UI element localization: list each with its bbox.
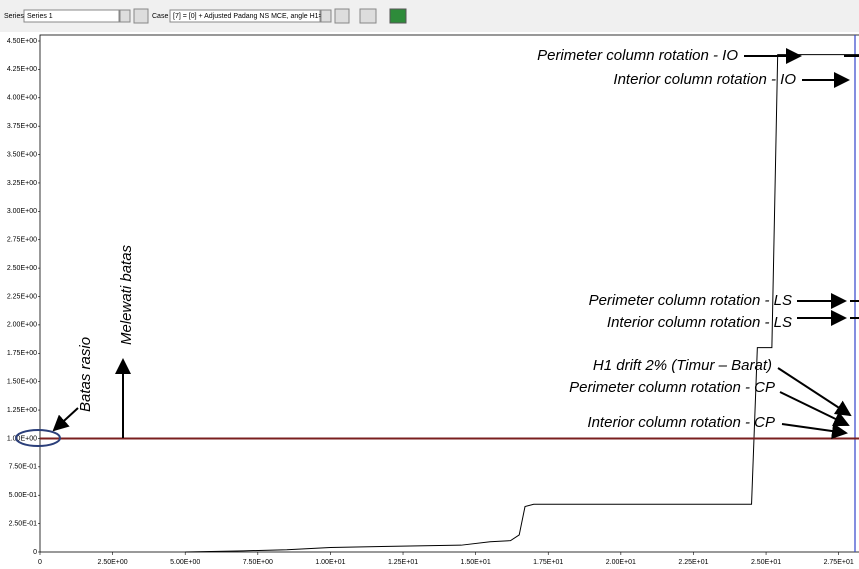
y-tick-label: 7.50E-01 xyxy=(9,464,38,471)
annotation: Interior column rotation - CP xyxy=(587,414,775,431)
case-value: [7] = [0] + Adjusted Padang NS MCE, angl… xyxy=(173,13,327,20)
y-tick-label: 2.00E+00 xyxy=(7,322,37,329)
series-dropdown[interactable] xyxy=(119,9,131,23)
y-tick-label: 4.50E+00 xyxy=(7,38,37,45)
y-tick-label: 1.50E+00 xyxy=(7,379,37,386)
arrow xyxy=(777,367,852,417)
toolbar: Series Series 1 Case [7] = [0] + Adjuste… xyxy=(4,8,407,24)
refresh-button[interactable] xyxy=(133,8,149,24)
y-tick-label: 0 xyxy=(33,549,37,556)
y-tick-label: 1.00E+00 xyxy=(7,435,37,442)
y-tick-label: 3.75E+00 xyxy=(7,123,37,130)
data-line xyxy=(185,54,859,553)
x-tick-label: 5.00E+00 xyxy=(170,559,200,566)
annotation: H1 drift 2% (Timur – Barat) xyxy=(593,357,772,374)
x-tick-label: 1.25E+01 xyxy=(388,559,418,566)
annotation: Perimeter column rotation - CP xyxy=(569,379,775,396)
series-label: Series xyxy=(4,13,24,20)
x-tick-label: 0 xyxy=(38,559,42,566)
y-tick-label: 1.75E+00 xyxy=(7,350,37,357)
annotation: Perimeter column rotation - IO xyxy=(537,47,738,64)
refresh-button[interactable] xyxy=(334,8,350,24)
case-dropdown[interactable] xyxy=(320,9,332,23)
chart-area xyxy=(0,32,859,569)
case-label: Case xyxy=(152,13,168,20)
annotation: Melewati batas xyxy=(118,244,135,345)
x-tick-label: 2.75E+01 xyxy=(824,559,854,566)
series-value: Series 1 xyxy=(27,13,53,20)
annotation: Interior column rotation - LS xyxy=(607,314,792,331)
annotation: Interior column rotation - IO xyxy=(613,71,796,88)
y-tick-label: 2.25E+00 xyxy=(7,293,37,300)
x-tick-label: 1.75E+01 xyxy=(533,559,563,566)
y-tick-label: 1.25E+00 xyxy=(7,407,37,414)
x-tick-label: 2.25E+01 xyxy=(678,559,708,566)
y-tick-label: 4.25E+00 xyxy=(7,66,37,73)
y-tick-label: 3.00E+00 xyxy=(7,208,37,215)
y-tick-label: 4.00E+00 xyxy=(7,95,37,102)
y-tick-label: 2.50E+00 xyxy=(7,265,37,272)
y-tick-label: 3.25E+00 xyxy=(7,180,37,187)
arrow xyxy=(52,407,79,432)
x-tick-label: 1.50E+01 xyxy=(461,559,491,566)
x-tick-label: 2.00E+01 xyxy=(606,559,636,566)
y-tick-label: 2.75E+00 xyxy=(7,237,37,244)
annotation: Batas rasio xyxy=(77,337,94,412)
arrow xyxy=(779,391,850,427)
chart: 0 2.50E-01 5.00E-01 7.50E-01 1.00E+00 1.25E+0… xyxy=(7,38,859,566)
print-button[interactable] xyxy=(359,8,377,24)
y-tick-label: 2.50E-01 xyxy=(9,520,38,527)
arrows xyxy=(52,48,859,439)
annotation: Perimeter column rotation - LS xyxy=(589,292,792,309)
y-tick-label: 3.50E+00 xyxy=(7,151,37,158)
highlight-ellipse xyxy=(15,429,61,447)
series-select[interactable] xyxy=(23,9,120,23)
x-tick-label: 2.50E+00 xyxy=(98,559,128,566)
arrow xyxy=(781,423,848,439)
x-tick-label: 7.50E+00 xyxy=(243,559,273,566)
case-select[interactable] xyxy=(169,9,321,23)
plot-frame xyxy=(39,34,859,553)
save-button[interactable] xyxy=(389,8,407,24)
x-tick-label: 2.50E+01 xyxy=(751,559,781,566)
y-tick-label: 5.00E-01 xyxy=(9,492,38,499)
x-tick-label: 1.00E+01 xyxy=(315,559,345,566)
